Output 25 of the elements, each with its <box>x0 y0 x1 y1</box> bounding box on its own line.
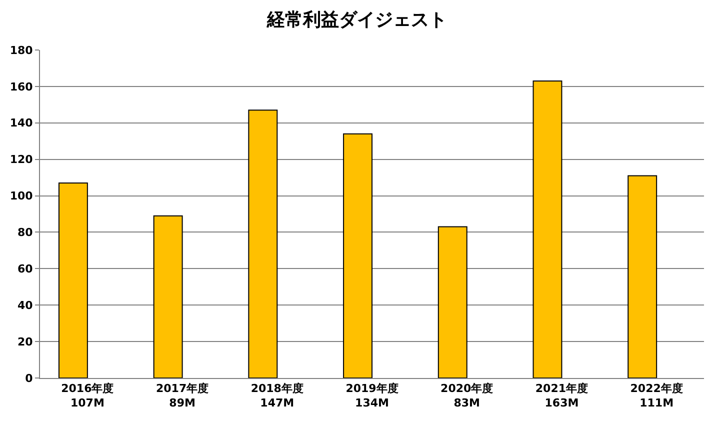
bar <box>628 175 658 378</box>
bar <box>532 80 562 378</box>
bar <box>58 182 88 378</box>
bar <box>343 133 372 378</box>
y-tick-label: 140 <box>10 116 34 130</box>
x-tick-label: 2019年度 134M <box>346 382 398 410</box>
x-tick-label: 2022年度 111M <box>630 382 683 410</box>
y-tick-label: 160 <box>10 80 34 94</box>
bar <box>438 226 468 378</box>
bar <box>248 110 278 378</box>
bar <box>153 215 183 378</box>
x-tick-label: 2020年度 83M <box>440 382 494 410</box>
y-tick-label: 0 <box>25 372 34 385</box>
y-tick-label: 80 <box>17 226 34 240</box>
y-tick-label: 180 <box>10 44 34 57</box>
y-tick-label: 40 <box>17 298 34 312</box>
y-tick-label: 20 <box>17 335 34 348</box>
x-tick-label: 2021年度 163M <box>535 382 588 410</box>
x-tick-label: 2017年度 89M <box>156 382 209 410</box>
y-tick-label: 100 <box>10 190 34 203</box>
x-tick-label: 2018年度 147M <box>250 382 304 410</box>
x-tick-label: 2016年度 107M <box>61 382 114 410</box>
chart-title: 経常利益ダイジェスト <box>266 9 447 30</box>
y-tick-label: 120 <box>10 153 34 166</box>
y-tick-label: 60 <box>17 262 34 276</box>
